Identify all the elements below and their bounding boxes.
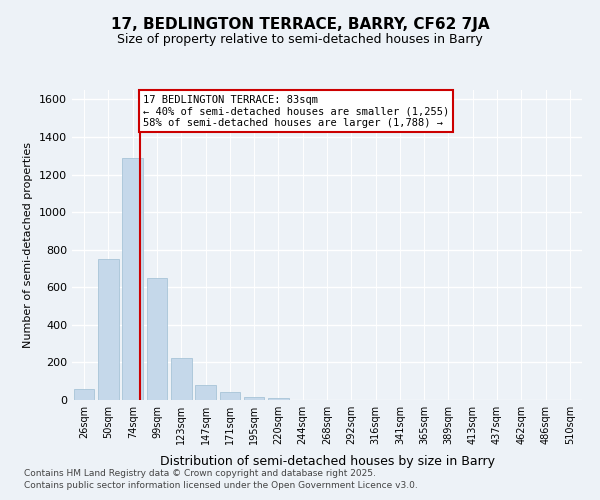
Bar [220, 392, 240, 400]
Y-axis label: Number of semi-detached properties: Number of semi-detached properties [23, 142, 34, 348]
Bar [244, 396, 265, 400]
Text: Contains public sector information licensed under the Open Government Licence v3: Contains public sector information licen… [24, 481, 418, 490]
Bar [268, 398, 289, 400]
Bar [195, 385, 216, 400]
Text: Size of property relative to semi-detached houses in Barry: Size of property relative to semi-detach… [117, 32, 483, 46]
Text: 17, BEDLINGTON TERRACE, BARRY, CF62 7JA: 17, BEDLINGTON TERRACE, BARRY, CF62 7JA [110, 18, 490, 32]
Bar [122, 158, 143, 400]
Bar [98, 259, 119, 400]
Text: Contains HM Land Registry data © Crown copyright and database right 2025.: Contains HM Land Registry data © Crown c… [24, 468, 376, 477]
Bar [171, 358, 191, 400]
Bar [74, 388, 94, 400]
Bar [146, 278, 167, 400]
X-axis label: Distribution of semi-detached houses by size in Barry: Distribution of semi-detached houses by … [160, 456, 494, 468]
Text: 17 BEDLINGTON TERRACE: 83sqm
← 40% of semi-detached houses are smaller (1,255)
5: 17 BEDLINGTON TERRACE: 83sqm ← 40% of se… [143, 94, 449, 128]
